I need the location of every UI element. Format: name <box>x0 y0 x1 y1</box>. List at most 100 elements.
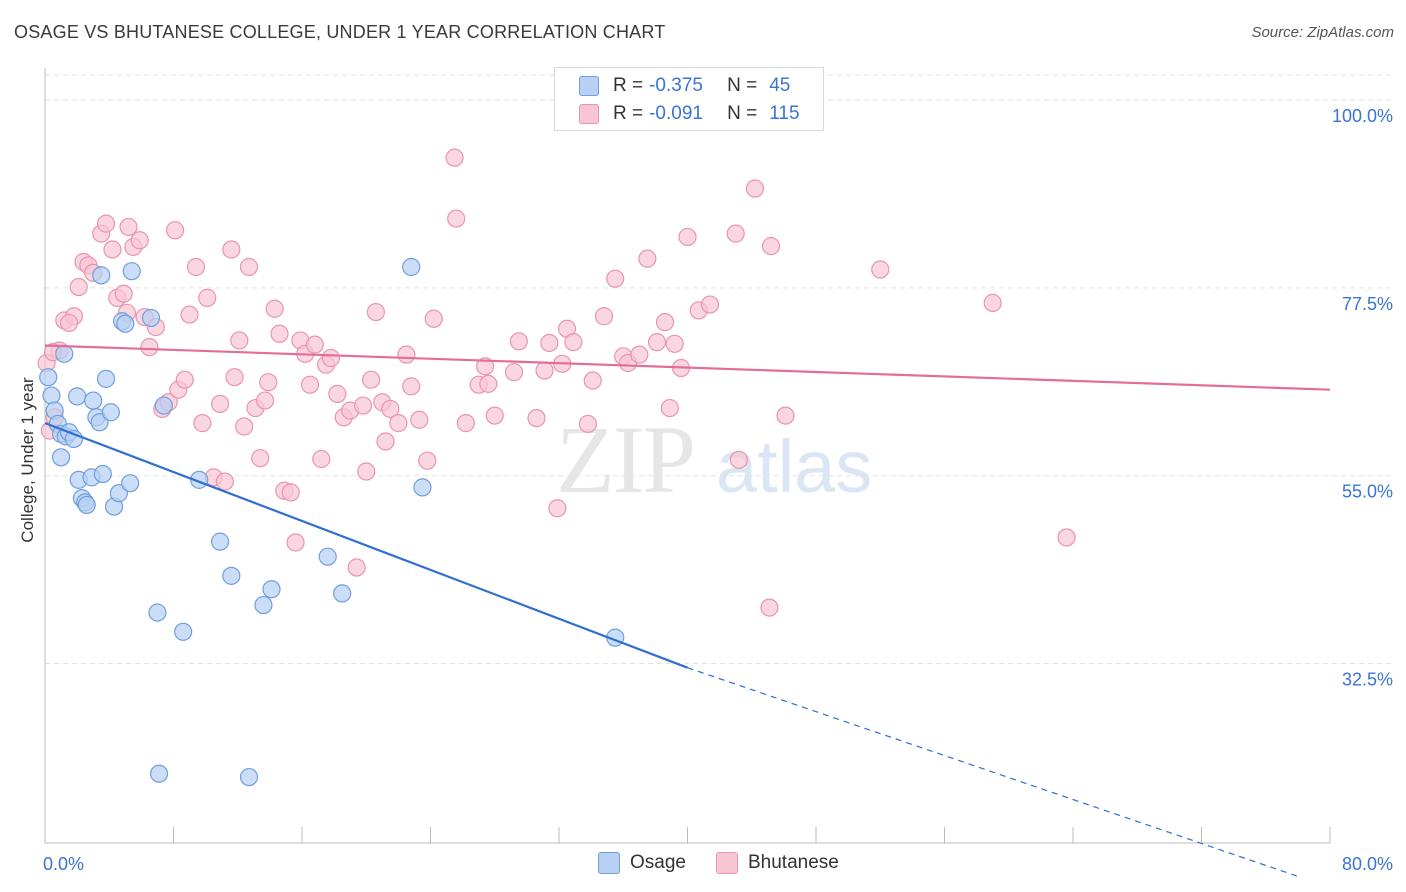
bhutanese-point <box>665 334 684 353</box>
bhutanese-point <box>119 217 138 237</box>
bhutanese-point <box>389 414 408 433</box>
osage-point <box>222 566 241 585</box>
bhutanese-point <box>230 331 249 350</box>
stats-legend: R = -0.375 N = 45 R = -0.091 N = 115 <box>554 67 824 131</box>
osage-point <box>413 478 432 497</box>
bhutanese-point <box>259 373 278 392</box>
bhutanese-point <box>103 240 122 259</box>
osage-point <box>239 767 259 787</box>
y-tick-label: 100.0% <box>1332 106 1393 126</box>
bhutanese-point <box>215 472 234 491</box>
bhutanese-point <box>402 377 421 396</box>
bhutanese-point <box>678 227 697 247</box>
bhutanese-point <box>504 363 524 382</box>
osage-point <box>121 474 140 493</box>
bhutanese-point <box>594 307 614 326</box>
zipatlas-watermark: ZIP atlas <box>556 406 872 513</box>
bhutanese-point <box>69 277 88 297</box>
bhutanese-point <box>776 406 795 425</box>
bhutanese-point <box>286 533 305 552</box>
osage-point <box>318 547 337 566</box>
bhutanese-point <box>312 449 331 469</box>
osage-point <box>84 391 103 410</box>
bhutanese-point <box>456 414 475 433</box>
bhutanese-point <box>321 348 341 368</box>
osage-point <box>39 368 58 387</box>
bhutanese-point <box>583 371 602 390</box>
bhutanese-point <box>96 214 116 233</box>
bhutanese-point <box>485 406 504 425</box>
legend-item-bhutanese: Bhutanese <box>716 852 839 874</box>
bhutanese-point <box>1057 528 1076 547</box>
bhutanese-point <box>476 357 495 376</box>
osage-point <box>262 580 281 599</box>
bhutanese-point <box>186 257 206 277</box>
bhutanese-point <box>281 483 300 502</box>
bhutanese-point <box>361 370 381 389</box>
bhutanese-point <box>726 224 745 243</box>
bhutanese-point <box>606 269 625 288</box>
bhutanese-point <box>527 408 546 428</box>
osage-point <box>148 603 167 622</box>
bhutanese-point <box>983 293 1002 312</box>
bhutanese-point <box>630 345 649 364</box>
bhutanese-point <box>305 335 324 354</box>
bhutanese-point <box>418 451 437 470</box>
r-value: -0.091 <box>649 103 703 124</box>
n-label: N = <box>727 103 758 124</box>
osage-trend-line <box>44 422 688 669</box>
bhutanese-point <box>251 449 270 468</box>
osage-point <box>254 595 273 615</box>
legend-row-osage: R = -0.375 N = 45 <box>579 74 790 98</box>
bhutanese-point <box>548 499 567 518</box>
bhutanese-point <box>509 332 528 351</box>
y-tick-label: 55.0% <box>1342 482 1393 502</box>
osage-point <box>149 764 169 783</box>
bhutanese-point <box>564 333 583 352</box>
osage-point <box>174 622 193 641</box>
x-tick-label: 0.0% <box>43 854 84 874</box>
source-label: Source: ZipAtlas.com <box>1251 24 1394 41</box>
legend-row-bhutanese: R = -0.091 N = 115 <box>579 102 800 126</box>
bhutanese-point <box>397 345 416 364</box>
osage-point <box>55 344 74 363</box>
osage-point <box>101 403 120 422</box>
bhutanese-point <box>760 598 779 617</box>
n-value: 45 <box>769 75 791 96</box>
osage-point <box>42 386 61 405</box>
bhutanese-point <box>347 558 366 577</box>
bhutanese-point <box>328 384 347 403</box>
bhutanese-point <box>225 368 244 387</box>
bhutanese-point <box>270 324 289 343</box>
bhutanese-point <box>424 309 443 328</box>
bhutanese-point <box>745 179 765 198</box>
osage-legend-swatch <box>598 852 620 874</box>
trend-lines <box>44 344 1331 877</box>
x-tick-label: 80.0% <box>1342 854 1393 874</box>
bhutanese-point <box>660 398 679 418</box>
osage-points <box>39 257 625 787</box>
y-tick-label: 77.5% <box>1342 294 1393 314</box>
osage-point <box>96 369 116 388</box>
y-tick-label: 32.5% <box>1342 670 1393 690</box>
bhutanese-point <box>871 260 890 279</box>
osage-point <box>154 396 173 415</box>
osage-point <box>93 464 112 484</box>
bhutanese-point <box>700 295 720 314</box>
bhutanese-points <box>37 148 1076 617</box>
osage-point <box>51 448 71 467</box>
bhutanese-swatch <box>579 104 599 124</box>
bhutanese-point <box>175 370 194 389</box>
r-value: -0.375 <box>649 75 703 96</box>
bhutanese-point <box>193 414 212 433</box>
bhutanese-point <box>300 375 320 394</box>
osage-point <box>402 257 421 277</box>
bhutanese-point <box>265 299 284 318</box>
osage-swatch <box>579 76 599 96</box>
bhutanese-point <box>729 450 749 469</box>
bhutanese-point <box>535 361 554 380</box>
r-label: R = <box>613 75 644 96</box>
bhutanese-point <box>655 312 675 332</box>
bhutanese-point <box>222 240 241 259</box>
